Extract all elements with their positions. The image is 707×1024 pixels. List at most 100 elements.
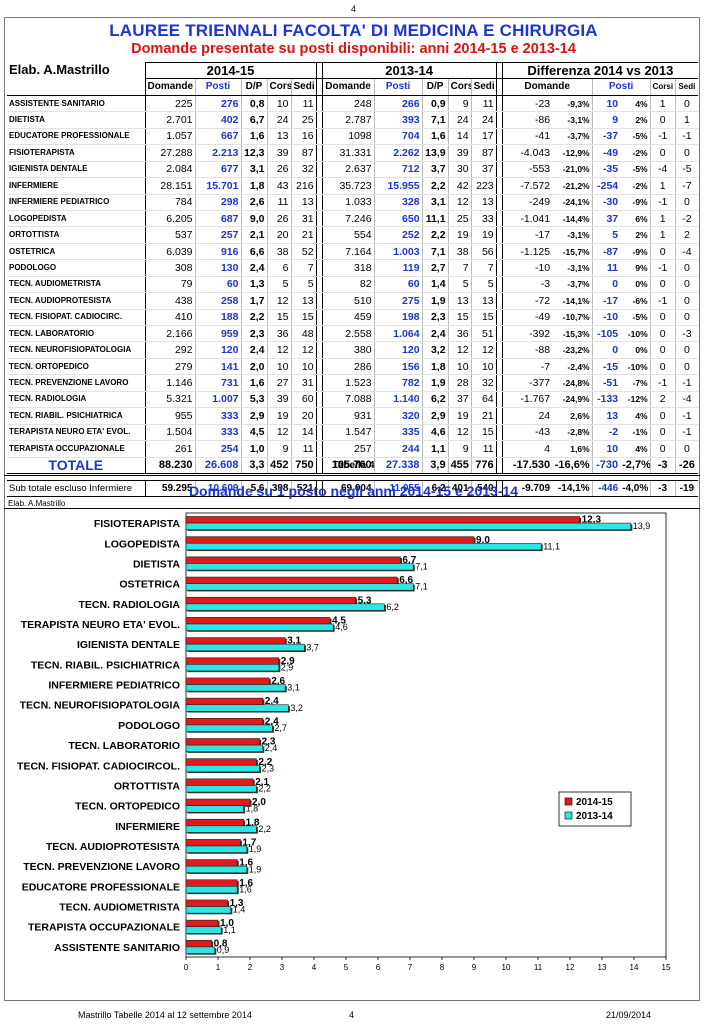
table-row: INFERMIERE 28.151 15.701 1,8 43 216 35.723 15.9… [7, 177, 699, 195]
category-label: DIETISTA [133, 558, 180, 570]
row-label: TECN. NEUROFISIOPATOLOGIA [7, 341, 145, 359]
cell-p13: 1.003 [373, 243, 423, 261]
data-label: 2,3 [262, 737, 276, 748]
bar-2014-15 [185, 818, 244, 827]
cell-d14: 1.146 [144, 374, 195, 392]
data-label: 2,3 [262, 763, 275, 773]
cell-s13: 7 [470, 259, 497, 277]
cell-dpp: -9% [620, 194, 651, 211]
legend-swatch [564, 811, 573, 820]
cell-p14: 254 [194, 440, 241, 458]
cell-d13: 82 [321, 276, 375, 294]
data-label: 3,7 [306, 642, 319, 652]
cell-s13: 13 [470, 194, 497, 211]
column-gap [495, 325, 503, 343]
cell-p13: 119 [373, 259, 423, 277]
cell-dd: -9.709 [501, 479, 553, 498]
cell-dc: 0 [649, 440, 676, 458]
cell-c14: 36 [266, 325, 291, 343]
table-row: INFERMIERE PEDIATRICO 784 298 2,6 11 13 1.033 3… [7, 194, 699, 211]
cell-p14: 1.007 [194, 391, 241, 409]
cell-dp13: 1,9 [421, 374, 449, 392]
cell-d14: 261 [144, 440, 195, 458]
cell-s14: 60 [290, 391, 317, 409]
bar-2014-15 [185, 738, 260, 746]
cell-s14: 13 [290, 292, 317, 310]
cell-s13: 12 [470, 341, 497, 359]
row-label: TECN. AUDIOMETRISTA [7, 276, 145, 294]
cell-p13: 244 [373, 440, 423, 458]
cell-ds: -5 [674, 161, 699, 179]
cell-s13: 11 [470, 95, 497, 113]
cell-d13: 1.523 [321, 374, 375, 392]
cell-d14: 88.230 [144, 456, 195, 474]
cell-dpp: -7% [620, 374, 651, 392]
data-label: 1,6 [239, 878, 253, 889]
cell-dp: -10 [591, 309, 621, 327]
cell-ds: 0 [674, 276, 699, 294]
cell-s14: 12 [290, 341, 317, 359]
column-gap [495, 243, 503, 261]
bar-2014-15 [185, 798, 251, 806]
column-gap [495, 210, 503, 228]
cell-ddp: -2,4% [552, 358, 593, 376]
row-label: TECN. RADIOLOGIA [7, 391, 145, 409]
bar-2014-15 [185, 758, 257, 766]
column-gap [315, 424, 323, 442]
cell-c13: 25 [447, 210, 472, 228]
cell-ddp: -14,4% [552, 210, 593, 228]
data-label: 4,5 [332, 616, 346, 627]
cell-ddp: -15,3% [552, 325, 593, 343]
category-label: EDUCATORE PROFESSIONALE [22, 881, 180, 893]
cell-s14: 11 [290, 440, 317, 458]
bar-2013-14 [185, 845, 248, 853]
cell-d13: 2.637 [321, 161, 375, 179]
cell-dp13: 3,9 [421, 456, 449, 474]
cell-d14: 2.701 [144, 111, 195, 129]
cell-p14: 333 [194, 424, 241, 442]
cell-c13: 455 [447, 456, 472, 474]
cell-ddp: -16,6% [552, 456, 593, 474]
bar-2013-14 [185, 704, 289, 712]
cell-dd: -17 [501, 226, 553, 244]
cell-c13: 19 [447, 226, 472, 244]
cell-dp: -51 [591, 374, 621, 392]
cell-c14: 10 [266, 95, 291, 113]
cell-c13: 10 [447, 358, 472, 376]
cell-dpp: -2% [620, 177, 651, 195]
row-label: DIETISTA [7, 111, 145, 129]
bar-2013-14 [185, 865, 248, 874]
cell-p13: 704 [373, 128, 423, 146]
column-gap [315, 407, 323, 425]
cell-dc: -1 [649, 128, 676, 146]
cell-d14: 6.039 [144, 243, 195, 261]
cell-p14: 298 [194, 194, 241, 211]
cell-ds: -1 [674, 374, 699, 392]
cell-c13: 12 [447, 194, 472, 211]
cell-d13: 105.760 [321, 456, 375, 474]
cell-s14: 25 [290, 111, 317, 129]
cell-dpp: 0% [620, 276, 651, 294]
cell-c14: 12 [266, 341, 291, 359]
cell-dpp: 6% [620, 210, 651, 228]
bar-2014-15 [185, 596, 356, 605]
cell-dp: -133 [591, 391, 621, 409]
cell-dp: -446 [591, 479, 621, 498]
bar-2014-15 [185, 859, 238, 867]
column-gap [315, 259, 323, 277]
cell-dp13: 2,2 [421, 177, 449, 195]
cell-ddp: -24,8% [552, 374, 593, 392]
row-label: ASSISTENTE SANITARIO [7, 95, 145, 113]
cell-c14: 13 [266, 128, 291, 146]
page-number-top: 4 [350, 4, 356, 14]
cell-s14: 216 [290, 177, 317, 195]
row-label: TECN. LABORATORIO [7, 325, 145, 343]
cell-dp13: 2,7 [421, 259, 449, 277]
column-gap [315, 95, 323, 113]
column-gap [315, 325, 323, 343]
cell-dp: -105 [591, 325, 621, 343]
row-label: LOGOPEDISTA [7, 210, 145, 228]
cell-dd: -86 [501, 111, 553, 129]
cell-ddp: 2,6% [552, 407, 593, 425]
cell-p14: 258 [194, 292, 241, 310]
